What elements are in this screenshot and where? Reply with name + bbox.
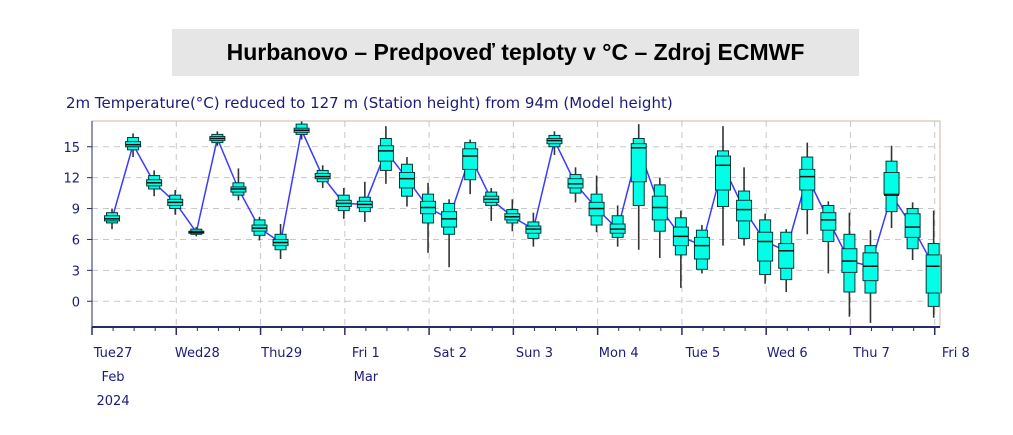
day-label: Wed 6 [767, 346, 808, 361]
forecast-box [462, 139, 479, 195]
axes: 0 3 6 9 12 15 Tue27 Feb 2024 Wed28 Thu29 Fri 1 Mar Sa… [63, 121, 970, 409]
month-label: Mar [354, 370, 379, 385]
forecast-box [167, 190, 184, 215]
forecast-box [841, 212, 858, 317]
box-inner-range [778, 243, 795, 269]
day-label: Tue 5 [685, 346, 721, 361]
box-inner-range [693, 236, 710, 260]
forecast-box [146, 170, 163, 197]
box-inner-range [904, 213, 921, 238]
y-tick-label: 3 [72, 264, 80, 279]
forecast-box [293, 121, 310, 140]
box-inner-range [462, 148, 479, 170]
forecast-box [883, 145, 900, 229]
chart-subtitle: 2m Temperature(°C) reduced to 127 m (Sta… [66, 94, 673, 112]
day-label: Sun 3 [516, 346, 553, 361]
forecast-box [588, 175, 605, 233]
box-inner-range [799, 168, 816, 191]
forecast-box [862, 230, 879, 323]
forecast-box [820, 201, 837, 274]
day-label: Tue27 [93, 346, 133, 361]
title-banner: Hurbanovo – Predpoveď teploty v °C – Zdr… [172, 29, 859, 76]
day-label: Mon 4 [599, 346, 639, 361]
y-tick-label: 0 [72, 295, 80, 310]
forecast-box [314, 165, 331, 188]
day-label: Thu29 [260, 346, 302, 361]
forecast-box [188, 227, 205, 237]
forecast-box [525, 212, 542, 247]
y-tick-label: 9 [72, 203, 80, 218]
forecast-box [104, 208, 121, 230]
box-inner-range [398, 172, 415, 189]
forecast-box [398, 157, 415, 207]
forecast-box [504, 199, 521, 232]
forecast-box [356, 181, 373, 222]
forecast-box [567, 167, 584, 203]
forecast-box [209, 131, 226, 146]
forecast-box [420, 182, 437, 253]
box-inner-range [757, 231, 774, 262]
box-inner-range [377, 145, 394, 162]
forecast-box [799, 142, 816, 235]
median-trend-line [111, 127, 935, 268]
forecast-box [630, 124, 647, 250]
forecast-box [778, 229, 795, 292]
forecast-box [483, 187, 500, 221]
box-inner-range [820, 212, 837, 231]
forecast-box [609, 205, 626, 247]
forecast-box [693, 225, 710, 274]
year-label: 2024 [97, 394, 130, 409]
y-tick-label: 6 [72, 233, 80, 248]
plot-area [92, 121, 940, 327]
forecast-box [757, 213, 774, 284]
forecast-box [377, 126, 394, 184]
forecast-box [272, 224, 289, 260]
forecast-box [251, 216, 268, 241]
forecast-box [441, 199, 458, 268]
chart-main-title: Hurbanovo – Predpoveď teploty v °C – Zdr… [226, 39, 805, 65]
month-label: Feb [102, 370, 125, 385]
day-label: Sat 2 [433, 346, 467, 361]
box-inner-range [630, 143, 647, 183]
plot-content [104, 121, 942, 323]
y-tick-label: 15 [63, 141, 80, 156]
forecast-box [546, 131, 563, 155]
day-label: Wed28 [175, 346, 220, 361]
forecast-box [230, 168, 247, 201]
y-tick-label: 12 [63, 172, 80, 187]
forecast-box [904, 202, 921, 261]
day-label: Fri 1 [352, 346, 380, 361]
forecast-box [651, 177, 668, 258]
forecast-box [672, 210, 689, 288]
forecast-box [925, 210, 942, 318]
day-label: Fri 8 [942, 346, 970, 361]
box-inner-range [883, 172, 900, 195]
box-inner-range [736, 199, 753, 222]
day-label: Thu 7 [852, 346, 890, 361]
forecast-box [714, 126, 731, 246]
forecast-box [736, 167, 753, 246]
forecast-box [335, 187, 352, 219]
box-inner-range [714, 155, 731, 191]
forecast-box [125, 133, 142, 158]
box-inner-range [925, 254, 942, 294]
